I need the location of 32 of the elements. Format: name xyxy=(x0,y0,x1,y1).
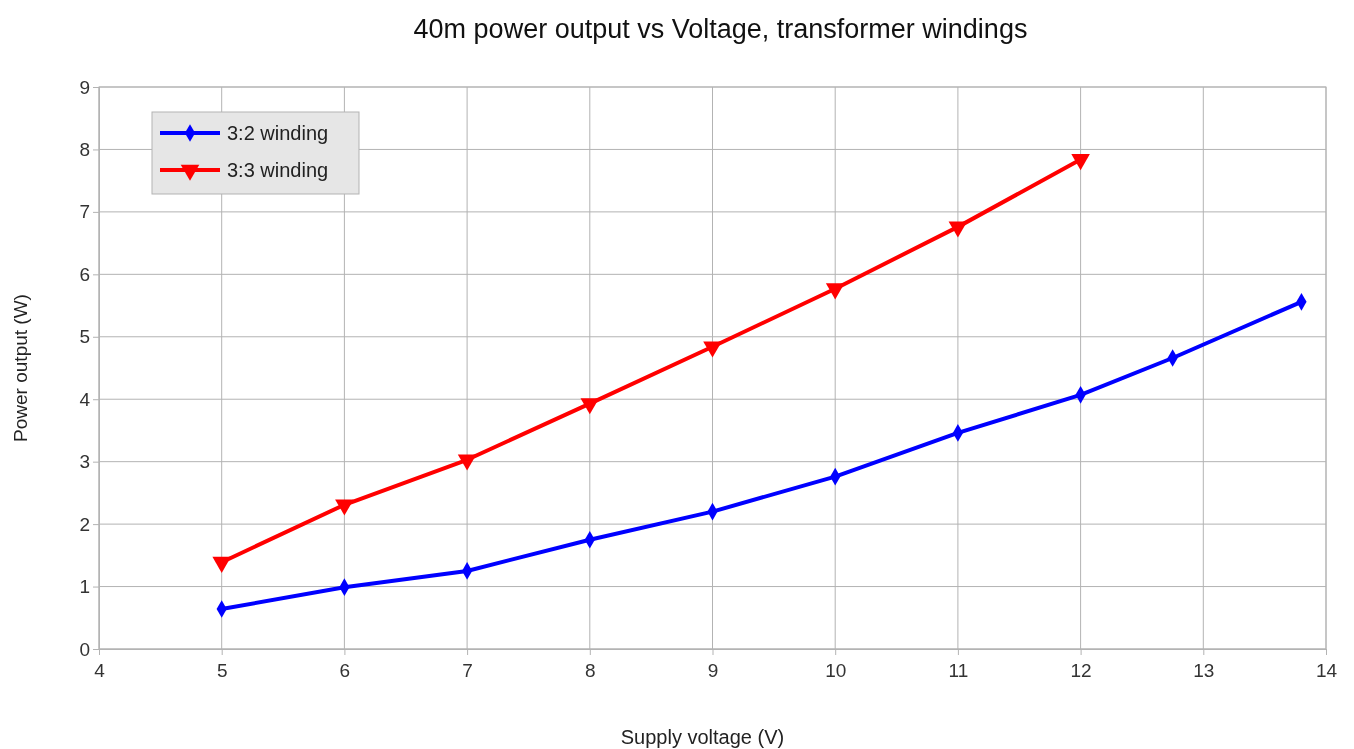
y-tick-label: 0 xyxy=(79,638,90,660)
legend-label: 3:3 winding xyxy=(227,159,329,181)
y-tick-label: 7 xyxy=(79,201,90,223)
x-tick-label: 5 xyxy=(216,660,228,681)
x-axis-title: Supply voltage (V) xyxy=(620,726,785,748)
x-tick-label: 12 xyxy=(1070,660,1092,681)
point xyxy=(948,221,968,238)
legend-label: 3:2 winding xyxy=(227,122,329,144)
x-tick-label: 9 xyxy=(707,660,719,681)
point xyxy=(457,454,477,471)
chart-title: 40m power output vs Voltage, transformer windings xyxy=(413,14,1028,44)
point xyxy=(703,341,722,358)
y-tick-label: 5 xyxy=(79,326,90,348)
x-tick-label: 10 xyxy=(825,660,847,681)
x-tick-label: 11 xyxy=(948,660,969,681)
x-tick-label: 14 xyxy=(1315,660,1338,681)
y-tick-label: 9 xyxy=(79,76,90,98)
y-tick-label: 6 xyxy=(79,263,90,285)
y-axis-title: Power output (W) xyxy=(10,294,31,442)
point xyxy=(1071,154,1090,171)
x-tick-label: 6 xyxy=(339,660,351,681)
point xyxy=(580,398,600,415)
y-tick-label: 4 xyxy=(79,388,91,410)
x-tick-label: 4 xyxy=(94,660,106,681)
y-tick-label: 1 xyxy=(79,576,90,598)
x-tick-label: 7 xyxy=(462,660,473,681)
x-tick-label: 13 xyxy=(1193,660,1215,681)
y-tick-label: 8 xyxy=(79,139,90,161)
y-tick-label: 2 xyxy=(79,513,90,535)
point xyxy=(825,283,845,300)
x-tick-label: 8 xyxy=(585,660,596,681)
y-tick-label: 3 xyxy=(79,451,90,473)
